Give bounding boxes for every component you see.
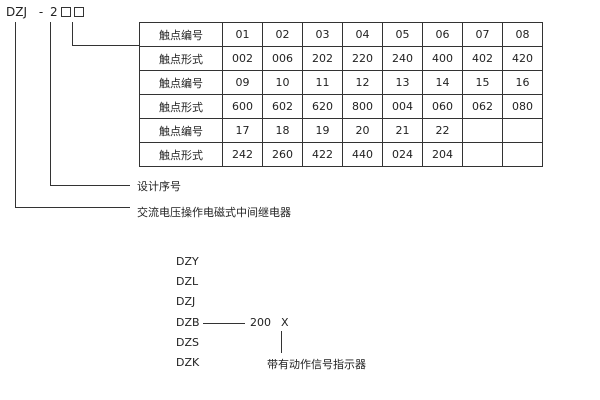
table-cell: 062	[462, 94, 503, 119]
model-code: DZJ - 2	[6, 5, 84, 19]
table-row: 触点编号 17 18 19 20 21 22	[139, 118, 543, 143]
model-item: DZB	[176, 316, 200, 329]
table-cell: 800	[342, 94, 383, 119]
table-cell: 240	[382, 46, 423, 71]
table-cell: 204	[422, 142, 463, 167]
model-item: DZS	[176, 336, 199, 349]
model-item: DZL	[176, 275, 199, 288]
relay-type-label: 交流电压操作电磁式中间继电器	[137, 206, 291, 219]
table-cell: 242	[222, 142, 263, 167]
table-cell: 05	[382, 22, 423, 47]
connector-line	[203, 323, 245, 324]
code-prefix: DZJ	[6, 5, 27, 19]
suffix-number: 200	[250, 316, 271, 329]
table-cell: 02	[262, 22, 303, 47]
table-cell: 01	[222, 22, 263, 47]
row-header: 触点编号	[139, 22, 223, 47]
table-cell: 14	[422, 70, 463, 95]
table-row: 触点形式 242 260 422 440 024 204	[139, 142, 543, 167]
table-cell: 13	[382, 70, 423, 95]
table-cell: 202	[302, 46, 343, 71]
table-cell: 220	[342, 46, 383, 71]
table-cell: 21	[382, 118, 423, 143]
placeholder-box	[73, 7, 84, 17]
table-cell: 440	[342, 142, 383, 167]
model-item: DZJ	[176, 295, 196, 308]
table-cell: 060	[422, 94, 463, 119]
table-cell: 600	[222, 94, 263, 119]
connector-line	[72, 22, 73, 46]
table-row: 触点编号 01 02 03 04 05 06 07 08	[139, 22, 543, 47]
row-header: 触点形式	[139, 94, 223, 119]
table-row: 触点编号 09 10 11 12 13 14 15 16	[139, 70, 543, 95]
model-item: DZK	[176, 356, 200, 369]
connector-line	[15, 22, 16, 208]
table-cell: 17	[222, 118, 263, 143]
table-cell: 080	[502, 94, 543, 119]
table-cell: 15	[462, 70, 503, 95]
indicator-note: 带有动作信号指示器	[267, 358, 366, 371]
table-cell	[502, 118, 543, 143]
table-cell: 07	[462, 22, 503, 47]
table-cell: 402	[462, 46, 503, 71]
table-cell: 260	[262, 142, 303, 167]
table-cell: 002	[222, 46, 263, 71]
design-number-label: 设计序号	[137, 180, 181, 193]
table-cell: 06	[422, 22, 463, 47]
suffix-x: X	[281, 316, 289, 329]
table-cell: 004	[382, 94, 423, 119]
table-cell: 400	[422, 46, 463, 71]
connector-line	[72, 45, 139, 46]
table-cell: 18	[262, 118, 303, 143]
table-cell: 20	[342, 118, 383, 143]
row-header: 触点形式	[139, 142, 223, 167]
table-cell: 620	[302, 94, 343, 119]
connector-line	[50, 185, 130, 186]
table-cell: 22	[422, 118, 463, 143]
connector-line	[50, 22, 51, 186]
table-cell: 08	[502, 22, 543, 47]
table-cell: 420	[502, 46, 543, 71]
row-header: 触点形式	[139, 46, 223, 71]
table-cell: 10	[262, 70, 303, 95]
suffix-code: 200 X	[250, 316, 289, 329]
row-header: 触点编号	[139, 70, 223, 95]
table-cell: 19	[302, 118, 343, 143]
code-digit: 2	[50, 5, 58, 19]
table-row: 触点形式 002 006 202 220 240 400 402 420	[139, 46, 543, 71]
table-cell: 03	[302, 22, 343, 47]
row-header: 触点编号	[139, 118, 223, 143]
table-cell: 024	[382, 142, 423, 167]
connector-line	[15, 207, 130, 208]
connector-line	[281, 331, 282, 353]
contact-table: 触点编号 01 02 03 04 05 06 07 08 触点形式 002 006 202 220 240 4…	[139, 22, 543, 167]
code-dash: -	[38, 5, 44, 19]
table-cell: 422	[302, 142, 343, 167]
table-row: 触点形式 600 602 620 800 004 060 062 080	[139, 94, 543, 119]
placeholder-box	[60, 7, 71, 17]
table-cell: 006	[262, 46, 303, 71]
table-cell	[462, 118, 503, 143]
table-cell: 12	[342, 70, 383, 95]
table-cell	[502, 142, 543, 167]
table-cell: 602	[262, 94, 303, 119]
table-cell: 09	[222, 70, 263, 95]
table-cell: 16	[502, 70, 543, 95]
table-cell	[462, 142, 503, 167]
table-cell: 11	[302, 70, 343, 95]
model-item: DZY	[176, 255, 199, 268]
table-cell: 04	[342, 22, 383, 47]
